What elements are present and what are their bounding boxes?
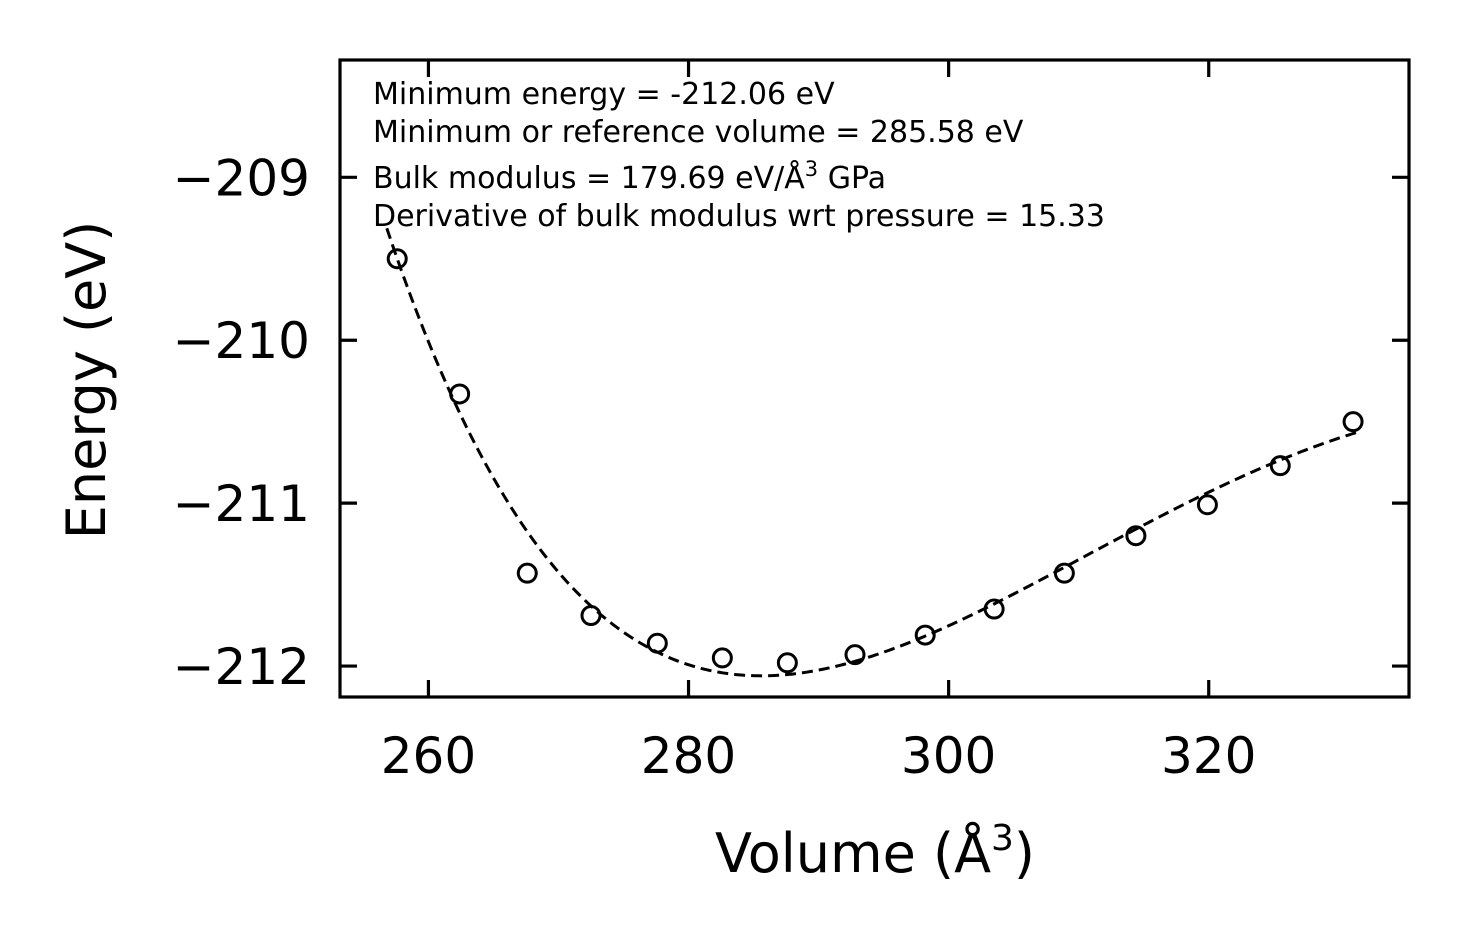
fit-curve [385,227,1358,678]
data-point [580,605,602,627]
x-tick-label: 300 [901,727,996,785]
data-point [1125,525,1147,547]
data-point [646,632,668,654]
data-point [844,644,866,666]
data-point [1053,562,1075,584]
data-point [983,598,1005,620]
y-axis-label: Energy (eV) [55,221,118,540]
x-axis-label: Volume (Å3) [715,818,1035,885]
y-tick-label: −210 [173,312,310,370]
data-point [449,383,471,405]
data-point [776,652,798,674]
x-tick-label: 260 [381,727,476,785]
annotation-line: Minimum energy = -212.06 eV [373,77,835,112]
x-tick-label: 280 [641,727,736,785]
data-point [386,248,408,270]
data-point [1342,411,1364,433]
annotation-line: Bulk modulus = 179.69 eV/Å3 GPa [373,157,886,196]
y-tick-label: −212 [173,638,310,696]
data-point [1196,494,1218,516]
data-point [914,624,936,646]
y-tick-label: −211 [173,475,310,533]
plot-area: 260 280 300 320 −212 −211 −210 −209 Minimum ener… [173,58,1411,785]
data-point [1269,455,1291,477]
data-point [711,647,733,669]
annotation-line: Minimum or reference volume = 285.58 eV [373,115,1024,150]
y-tick-label: −209 [173,149,310,207]
data-point [516,562,538,584]
annotation-line: Derivative of bulk modulus wrt pressure … [373,199,1105,234]
axes-frame [338,58,1411,699]
x-tick-label: 320 [1161,727,1256,785]
